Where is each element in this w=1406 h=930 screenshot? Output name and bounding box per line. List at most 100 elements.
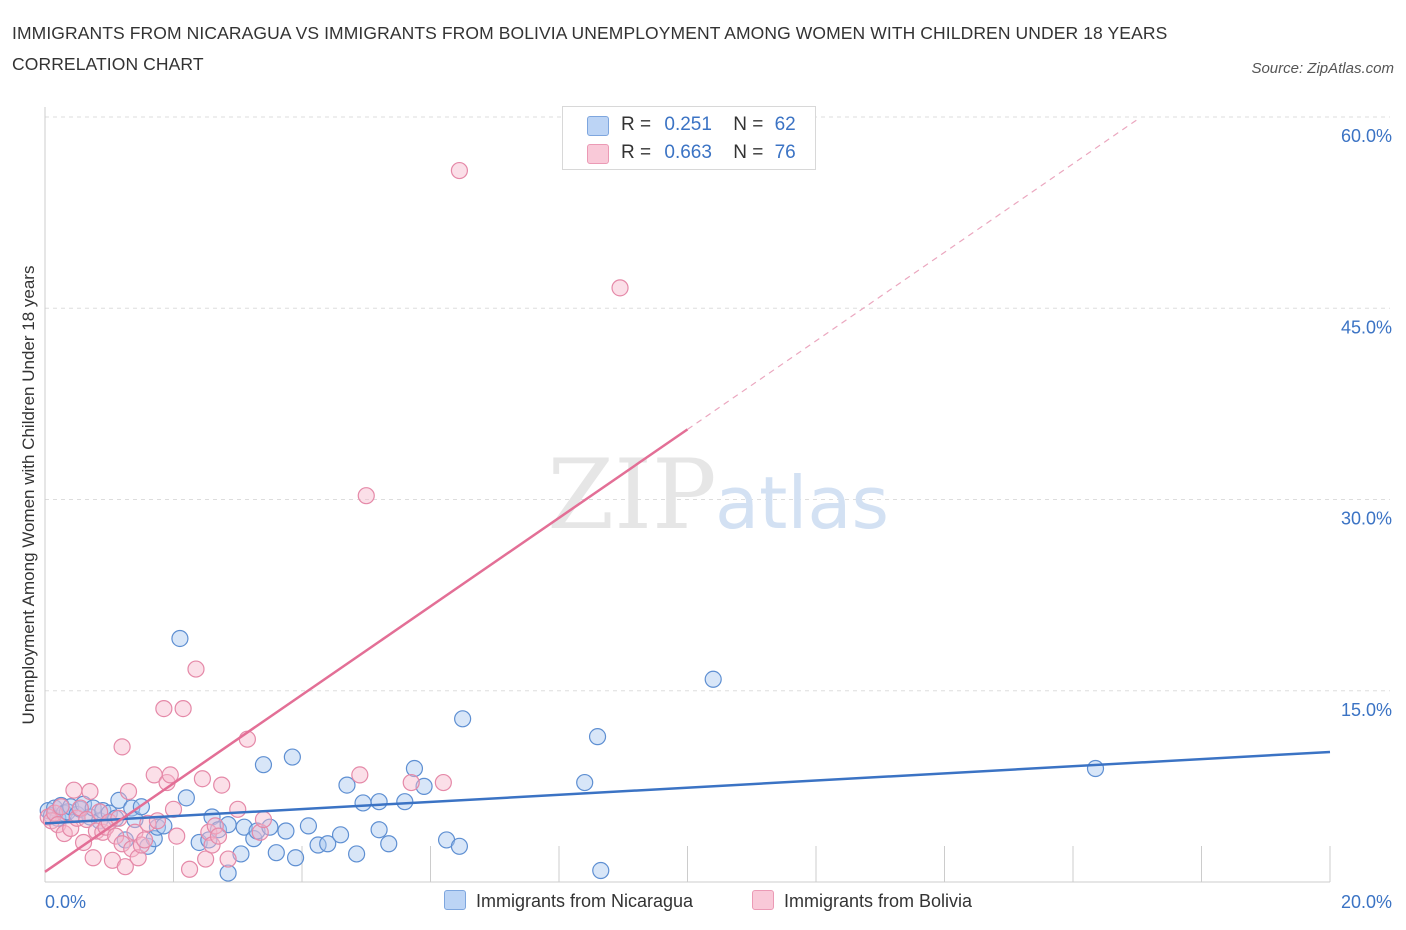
- bolivia-point: [187, 660, 205, 678]
- bolivia-point: [49, 816, 67, 834]
- bolivia-point: [161, 766, 179, 784]
- nicaragua-point: [592, 861, 610, 880]
- y-tick-label: 30.0%: [1341, 509, 1392, 529]
- nicaragua-point: [370, 793, 388, 811]
- bolivia-point: [62, 819, 80, 838]
- bolivia-point: [52, 798, 70, 816]
- watermark-atlas: atlas: [715, 461, 889, 545]
- bolivia-point: [611, 279, 629, 297]
- nicaragua-point: [348, 845, 366, 863]
- bolivia-point: [113, 738, 131, 756]
- nicaragua-point: [219, 864, 237, 882]
- nicaragua-point: [177, 789, 195, 807]
- nicaragua-legend-label: Immigrants from Nicaragua: [476, 891, 694, 911]
- tick-labels: 15.0% 30.0% 45.0% 60.0% 0.0% 20.0%: [45, 126, 1392, 912]
- nicaragua-point: [235, 818, 253, 836]
- n-label: N =: [733, 142, 764, 163]
- nicaragua-point: [450, 837, 469, 855]
- y-tick-label: 45.0%: [1341, 317, 1392, 337]
- nicaragua-point: [338, 776, 356, 794]
- watermark-zip: ZIP: [547, 439, 716, 551]
- bolivia-point: [219, 850, 237, 868]
- nicaragua-point: [415, 777, 433, 795]
- bolivia-r-value: 0.663: [664, 142, 712, 163]
- nicaragua-point: [396, 793, 414, 811]
- bolivia-point: [213, 776, 231, 794]
- bolivia-point: [180, 860, 199, 878]
- bolivia-point: [148, 812, 167, 830]
- nicaragua-point: [454, 710, 472, 728]
- nicaragua-point: [370, 821, 388, 839]
- bolivia-trend-line: [44, 428, 689, 873]
- n-label: N =: [733, 114, 764, 135]
- bolivia-point: [203, 836, 221, 854]
- legend-item-nicaragua[interactable]: Immigrants from Nicaragua: [444, 890, 693, 912]
- nicaragua-point: [1086, 759, 1105, 778]
- nicaragua-r-value: 0.251: [664, 114, 712, 135]
- y-tick-label: 15.0%: [1341, 700, 1392, 720]
- bolivia-point: [209, 827, 228, 845]
- y-tick-label: 60.0%: [1341, 126, 1392, 146]
- bolivia-legend-label: Immigrants from Bolivia: [784, 891, 973, 911]
- bolivia-point: [132, 836, 150, 854]
- nicaragua-point: [283, 748, 301, 766]
- bolivia-point: [434, 773, 452, 792]
- r-label: R =: [621, 114, 652, 135]
- nicaragua-point: [299, 817, 318, 835]
- bolivia-point: [74, 833, 93, 852]
- bolivia-point: [113, 835, 131, 853]
- bolivia-point: [254, 810, 273, 829]
- bolivia-trend-extension: [687, 119, 1138, 430]
- nicaragua-point: [254, 756, 273, 774]
- bolivia-point: [200, 823, 218, 841]
- nicaragua-point: [331, 826, 350, 844]
- nicaragua-point: [148, 818, 167, 836]
- bolivia-point: [450, 161, 469, 180]
- bolivia-point: [129, 849, 147, 867]
- x-tick-label: 0.0%: [45, 892, 86, 912]
- bolivia-point: [193, 770, 212, 788]
- watermark: ZIP atlas: [547, 439, 889, 551]
- bolivia-point: [251, 823, 269, 841]
- bolivia-point: [135, 831, 154, 849]
- source-label: Source: ZipAtlas.com: [1251, 60, 1394, 77]
- x-tick-label: 20.0%: [1341, 892, 1392, 912]
- nicaragua-point: [232, 845, 250, 863]
- nicaragua-point: [277, 822, 295, 840]
- grid-lines: [45, 116, 1390, 692]
- bolivia-point: [197, 850, 215, 868]
- correlation-legend: R = 0.251 N = 62 R = 0.663 N = 76: [562, 106, 816, 170]
- nicaragua-point: [704, 670, 722, 688]
- trend-lines: [44, 119, 1331, 873]
- nicaragua-point: [171, 629, 189, 648]
- r-label: R =: [621, 142, 652, 163]
- nicaragua-point: [405, 759, 424, 778]
- bolivia-point: [116, 858, 134, 876]
- bolivia-point: [65, 781, 83, 799]
- bolivia-point: [155, 699, 173, 718]
- bolivia-point: [84, 849, 102, 867]
- chart-title: IMMIGRANTS FROM NICARAGUA VS IMMIGRANTS …: [12, 23, 1168, 74]
- nicaragua-point: [380, 835, 398, 853]
- nicaragua-swatch: [587, 116, 609, 136]
- bolivia-swatch: [587, 144, 609, 164]
- bolivia-point: [351, 766, 369, 784]
- nicaragua-point: [286, 849, 305, 867]
- legend-item-bolivia[interactable]: Immigrants from Bolivia: [752, 890, 972, 912]
- bolivia-legend-swatch: [752, 890, 774, 910]
- bolivia-point: [229, 800, 247, 818]
- series-legend: Immigrants from Nicaragua Immigrants fro…: [0, 888, 1406, 918]
- bolivia-point: [174, 699, 192, 718]
- bolivia-n-value: 76: [774, 142, 796, 163]
- y-axis-label: Unemployment Among Women with Children U…: [19, 266, 38, 725]
- nicaragua-point: [354, 794, 372, 812]
- nicaragua-point: [576, 773, 594, 792]
- bolivia-point: [357, 487, 375, 505]
- nicaragua-trend-line: [44, 750, 1331, 825]
- bolivia-point: [402, 773, 420, 792]
- nicaragua-point: [588, 728, 607, 746]
- bolivia-point: [123, 840, 141, 858]
- nicaragua-legend-swatch: [444, 890, 466, 910]
- axes: [44, 107, 1331, 883]
